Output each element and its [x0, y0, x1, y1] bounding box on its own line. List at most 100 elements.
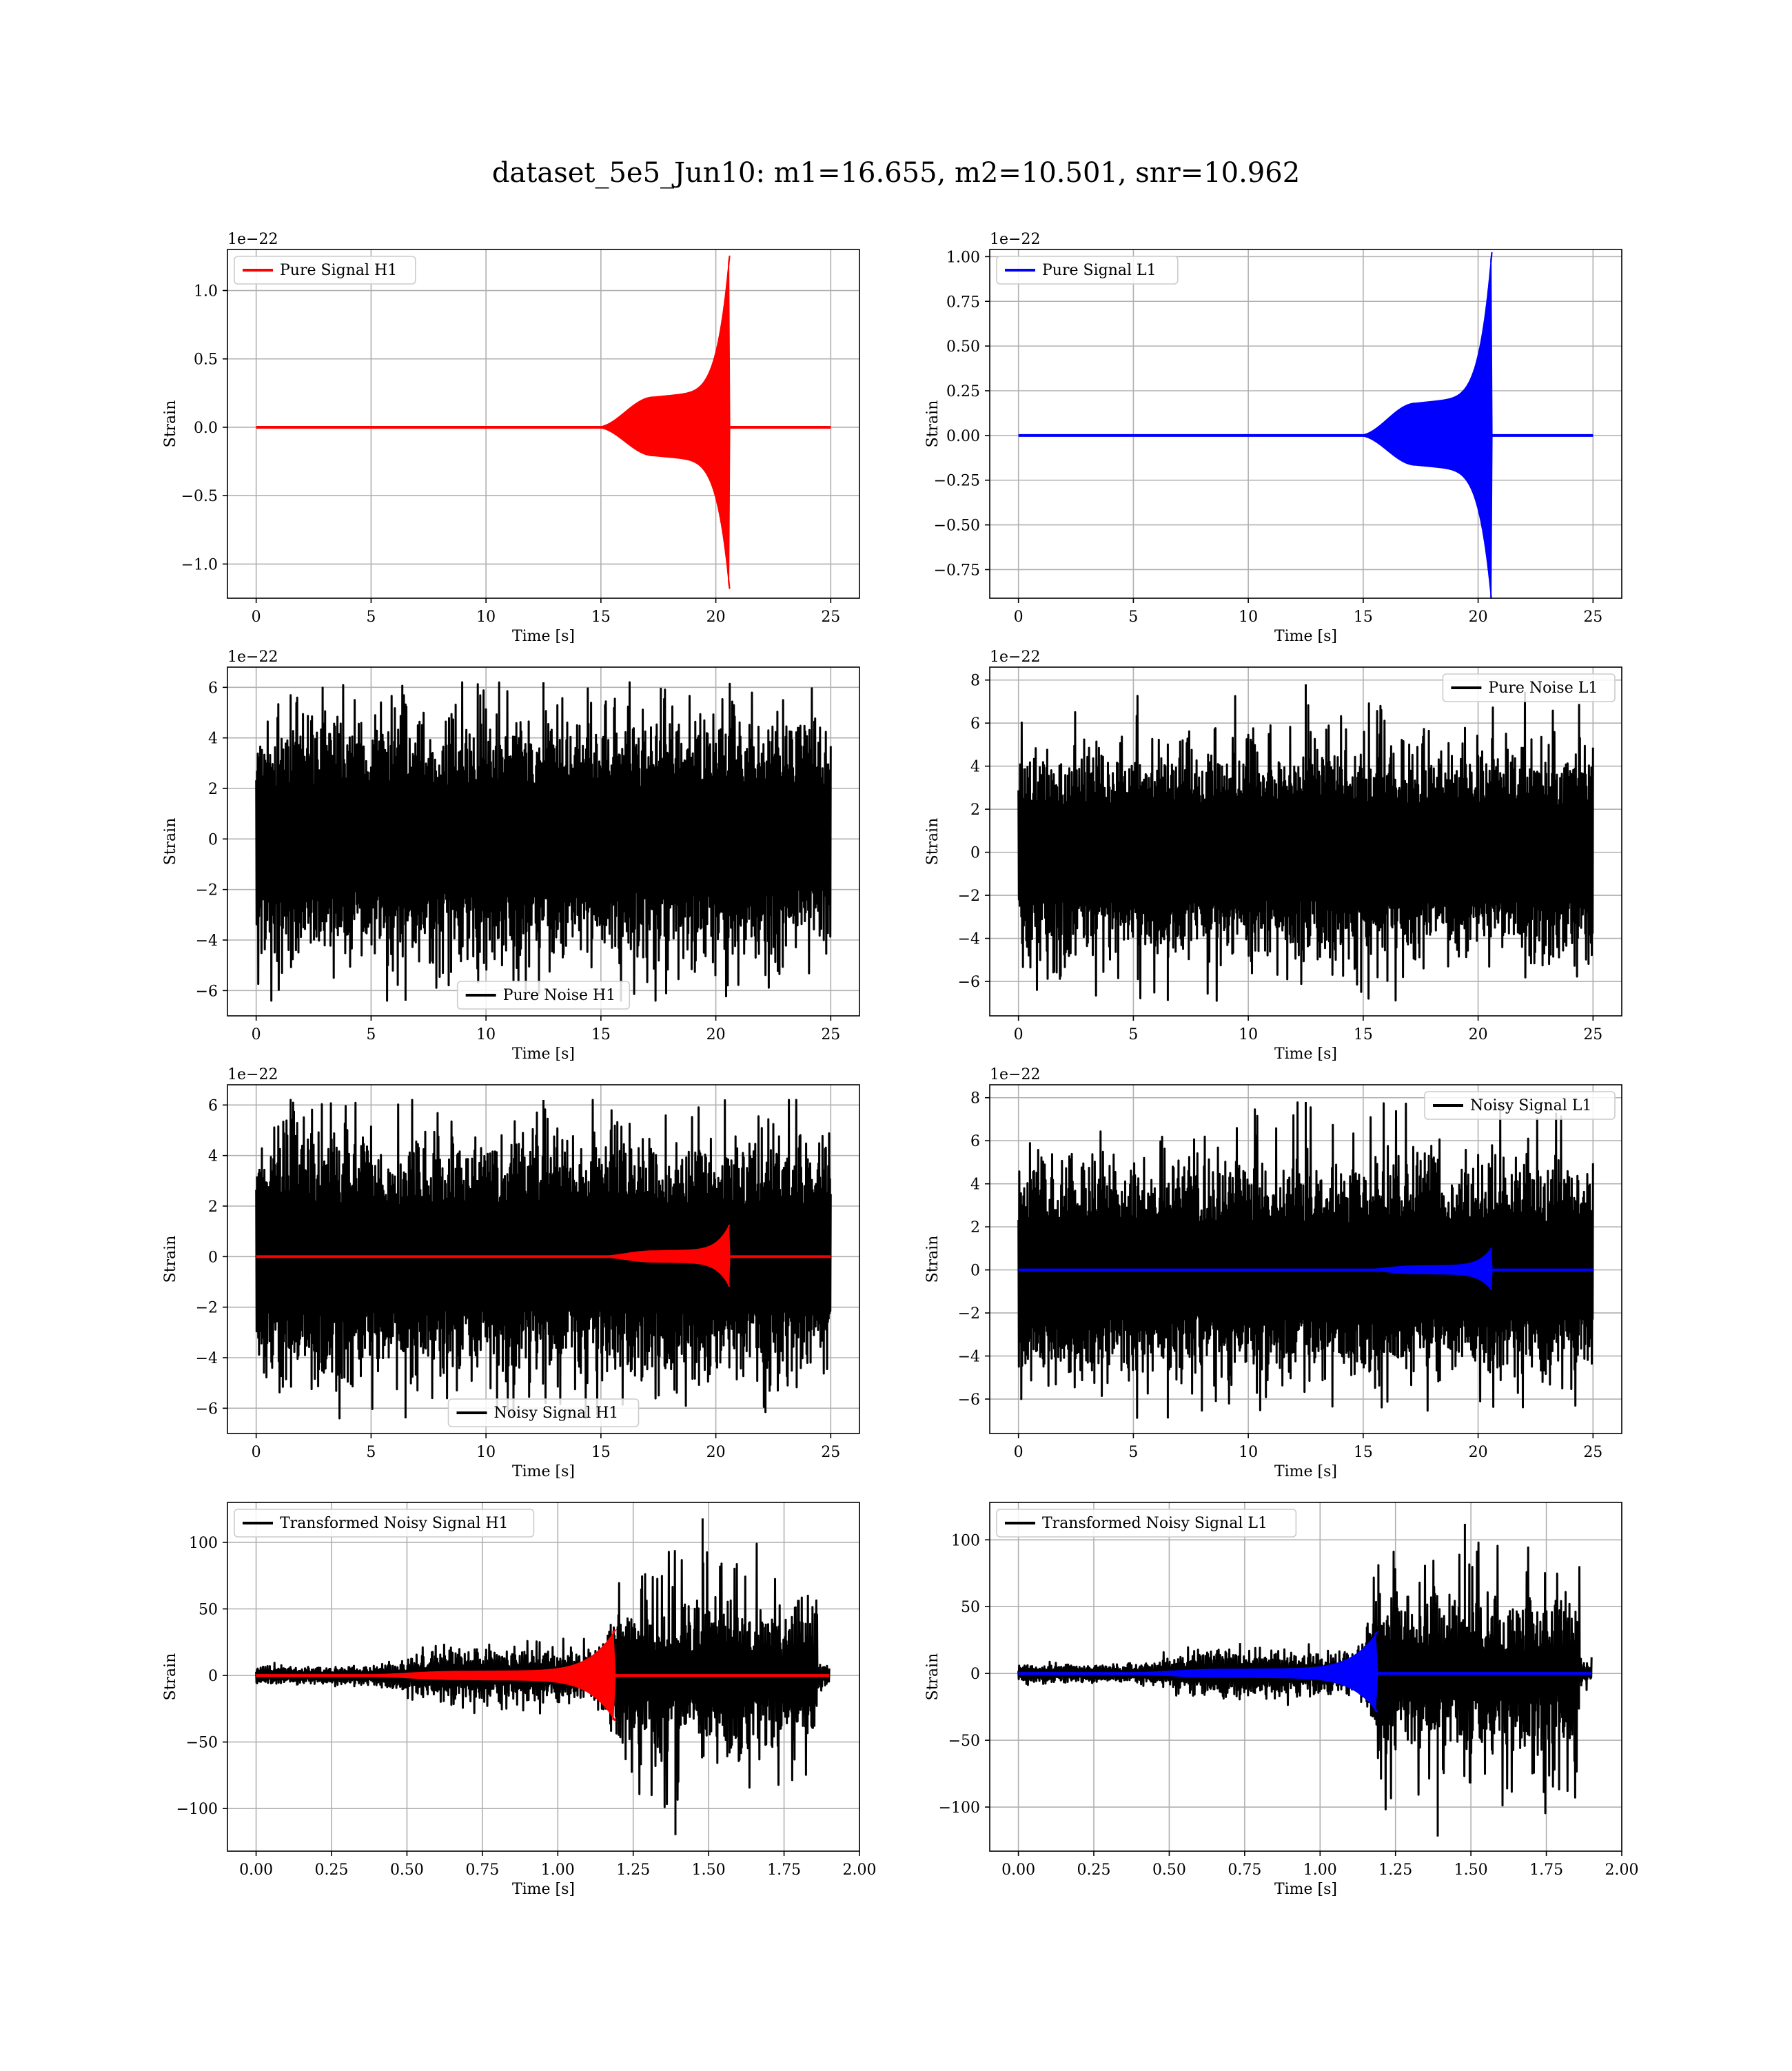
- y-tick-label: 0.0: [194, 420, 218, 437]
- x-tick-label: 5: [366, 1026, 376, 1043]
- y-tick-label: 0.25: [946, 383, 980, 400]
- y-tick-label: −4: [958, 1349, 980, 1366]
- y-tick-label: 0.75: [946, 294, 980, 311]
- y-tick-label: −4: [196, 932, 218, 950]
- x-axis-label: Time [s]: [512, 1463, 575, 1480]
- x-tick-label: 20: [1469, 609, 1488, 626]
- x-tick-label: 1.75: [767, 1861, 801, 1879]
- y-tick-label: 6: [970, 715, 980, 733]
- x-tick-label: 0.00: [1001, 1861, 1035, 1879]
- y-tick-label: −4: [958, 931, 980, 948]
- plot-area: [255, 1518, 831, 1835]
- series-noise: [255, 681, 832, 1002]
- x-axis-label: Time [s]: [512, 1881, 575, 1898]
- legend: Transformed Noisy Signal H1: [234, 1509, 535, 1538]
- axes-frame: [989, 249, 1622, 599]
- y-tick-label: −2: [196, 882, 218, 899]
- series-signal-chirp: [1358, 252, 1493, 598]
- x-tick-label: 15: [591, 609, 611, 626]
- plot-area: [1017, 1101, 1594, 1419]
- x-tick-label: 0: [252, 609, 261, 626]
- axis-offset-text: 1e−22: [990, 1066, 1040, 1083]
- y-axis-label: Strain: [924, 818, 941, 866]
- x-tick-label: 0.25: [1077, 1861, 1111, 1879]
- y-tick-label: 1.00: [946, 249, 980, 266]
- axes-frame: [989, 666, 1622, 1017]
- series-signal-chirp: [596, 255, 731, 589]
- y-tick-label: −1.0: [181, 556, 218, 573]
- series-signal-chirp: [596, 1224, 731, 1287]
- x-axis-label: Time [s]: [512, 1045, 575, 1063]
- chart-pure-noise-l1: 0 5 10 15 20 25 −6 −4 −2 0 2 4 6 8 Time [s] Strain 1e−22…: [924, 649, 1622, 1063]
- series-noise: [1017, 684, 1594, 1002]
- axes-frame: [989, 1502, 1622, 1852]
- axes-frame: [227, 1502, 860, 1852]
- chart-transformed-noisy-signal-h1: 0.00 0.25 0.50 0.75 1.00 1.25 1.50 1.75 2.00 −100…: [162, 1502, 876, 1898]
- x-tick-label: 20: [706, 1444, 726, 1461]
- x-tick-label: 0.75: [1228, 1861, 1261, 1879]
- y-tick-label: −6: [958, 1391, 980, 1409]
- x-tick-label: 0.25: [315, 1861, 349, 1879]
- axis-offset-text: 1e−22: [227, 649, 278, 666]
- y-tick-label: 0: [208, 1668, 218, 1685]
- x-tick-label: 0: [252, 1026, 261, 1043]
- x-tick-label: 25: [821, 1444, 840, 1461]
- y-axis-label: Strain: [162, 400, 179, 448]
- legend: Pure Noise H1: [456, 981, 631, 1010]
- y-tick-label: −2: [958, 888, 980, 905]
- y-tick-label: −0.25: [934, 473, 980, 490]
- y-tick-label: 2: [970, 802, 980, 819]
- x-tick-label: 1.25: [1378, 1861, 1412, 1879]
- chart-noisy-signal-l1: 0 5 10 15 20 25 −6 −4 −2 0 2 4 6 8 Time [s] Strain 1e−22…: [924, 1066, 1622, 1480]
- chart-pure-signal-l1: 0 5 10 15 20 25 −0.75 −0.50 −0.25 0.00 0.25 0.50 0.7…: [924, 231, 1622, 645]
- axes-frame: [227, 249, 860, 599]
- x-tick-label: 1.00: [541, 1861, 575, 1879]
- x-tick-label: 10: [1239, 1444, 1258, 1461]
- legend-label: Noisy Signal L1: [1470, 1097, 1591, 1114]
- y-tick-label: −6: [196, 1400, 218, 1418]
- legend-label: Noisy Signal H1: [494, 1405, 619, 1422]
- series-signal-chirp: [1358, 1247, 1493, 1291]
- axis-offset-text: 1e−22: [990, 231, 1040, 248]
- plot-area: [1017, 684, 1594, 1002]
- y-tick-label: −0.50: [934, 518, 980, 535]
- y-tick-label: 4: [970, 759, 980, 776]
- y-tick-label: −0.5: [181, 488, 218, 505]
- y-tick-label: 1.0: [194, 283, 218, 300]
- x-tick-label: 15: [1354, 1444, 1373, 1461]
- series-signal-chirp: [1108, 1631, 1380, 1713]
- x-tick-label: 10: [1239, 1026, 1258, 1043]
- series-noise: [255, 1099, 832, 1420]
- y-tick-label: 4: [208, 1148, 218, 1165]
- figure-title: dataset_5e5_Jun10: m1=16.655, m2=10.501,…: [491, 157, 1301, 189]
- x-tick-label: 5: [1128, 609, 1138, 626]
- x-tick-label: 15: [1354, 609, 1373, 626]
- y-tick-label: 100: [189, 1535, 218, 1552]
- y-tick-label: 8: [970, 1090, 980, 1108]
- y-tick-label: 6: [208, 1097, 218, 1114]
- y-tick-label: 0.50: [946, 338, 980, 356]
- x-tick-label: 15: [591, 1444, 611, 1461]
- y-axis-label: Strain: [924, 400, 941, 448]
- x-tick-label: 5: [1128, 1026, 1138, 1043]
- y-tick-label: −50: [948, 1733, 980, 1750]
- legend: Noisy Signal L1: [1424, 1091, 1616, 1120]
- x-tick-label: 25: [1583, 1026, 1602, 1043]
- y-tick-label: 4: [208, 731, 218, 748]
- x-tick-label: 0.00: [239, 1861, 273, 1879]
- axes-frame: [989, 1084, 1622, 1434]
- y-axis-label: Strain: [162, 818, 179, 866]
- x-tick-label: 10: [476, 1444, 496, 1461]
- y-axis-label: Strain: [162, 1236, 179, 1283]
- x-tick-label: 0: [1014, 609, 1024, 626]
- axis-offset-text: 1e−22: [990, 649, 1040, 666]
- x-axis-label: Time [s]: [512, 628, 575, 645]
- x-tick-label: 0.75: [465, 1861, 499, 1879]
- x-tick-label: 1.00: [1303, 1861, 1337, 1879]
- x-tick-label: 15: [1354, 1026, 1373, 1043]
- y-axis-label: Strain: [924, 1236, 941, 1283]
- x-tick-label: 0.50: [1152, 1861, 1186, 1879]
- y-tick-label: 6: [970, 1133, 980, 1150]
- y-tick-label: 6: [208, 680, 218, 697]
- y-tick-label: −50: [186, 1735, 218, 1752]
